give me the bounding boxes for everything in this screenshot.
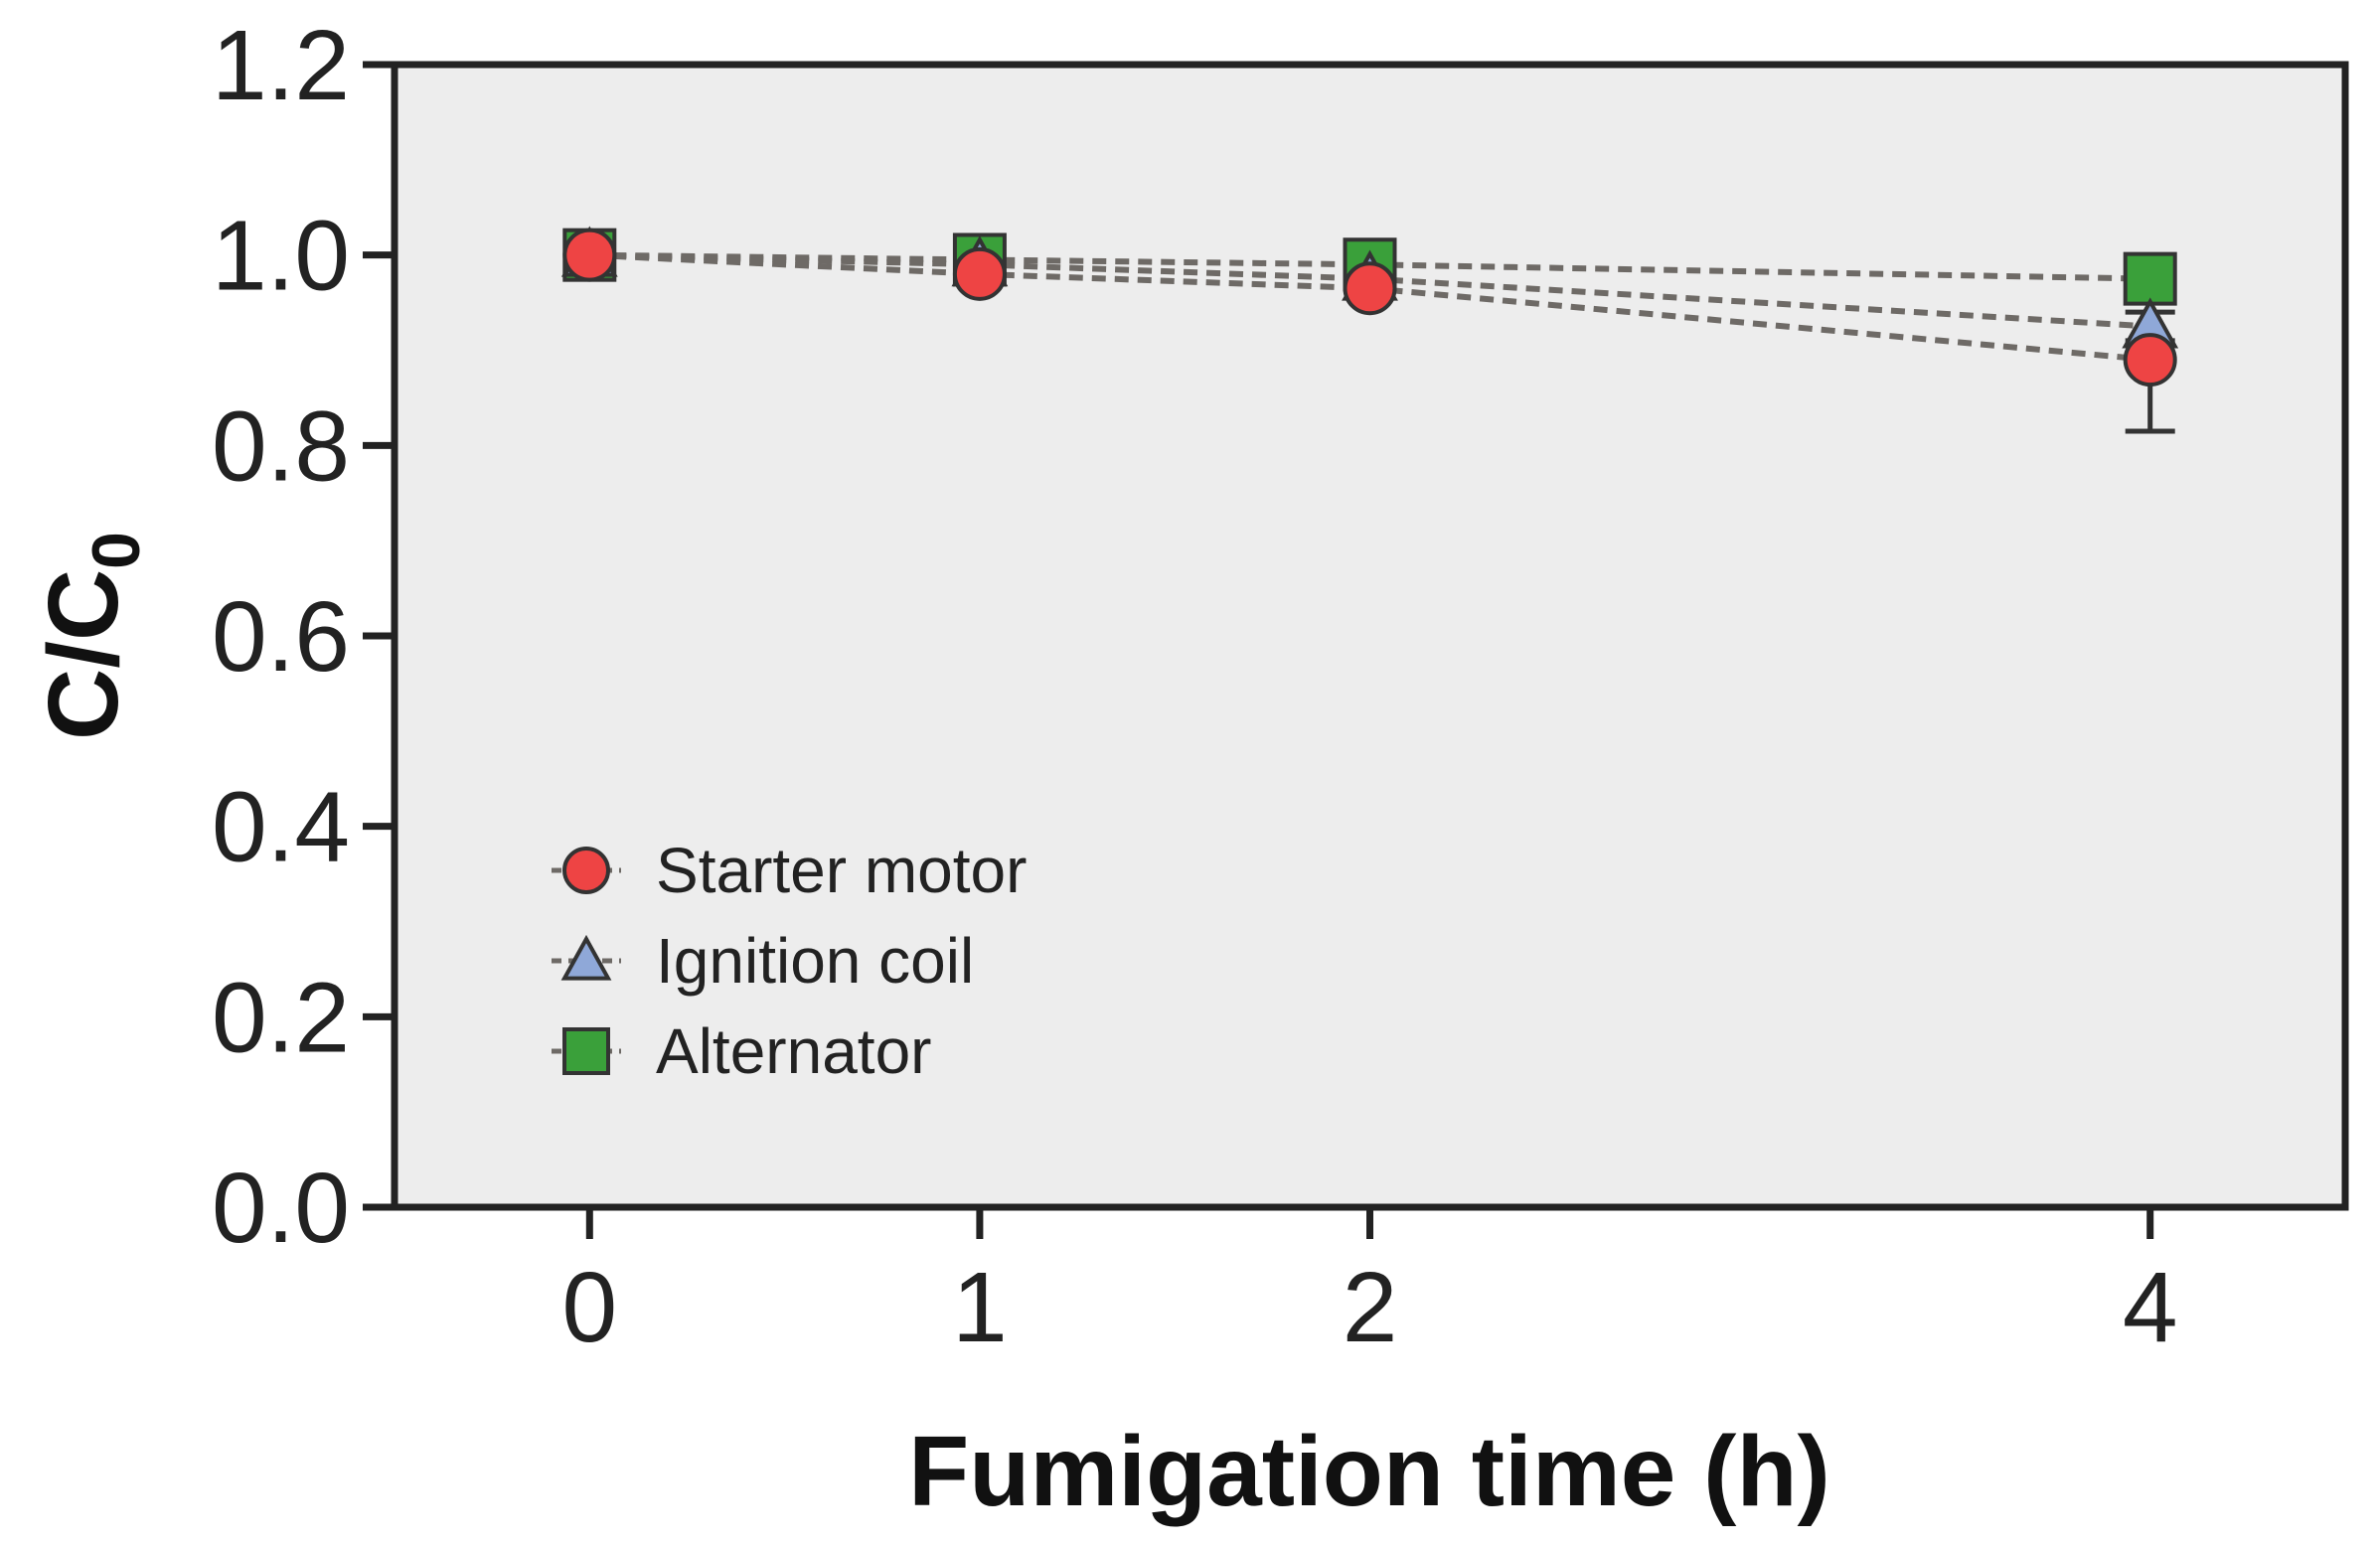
y-axis-title-main: C/C — [28, 569, 139, 740]
x-tick-label: 4 — [2123, 1252, 2178, 1363]
y-tick-label: 0.0 — [212, 1153, 350, 1264]
y-axis-title: C/C0 — [28, 532, 154, 740]
y-tick-label: 1.2 — [212, 10, 350, 121]
legend-marker — [560, 934, 612, 981]
data-point — [562, 228, 617, 282]
data-point — [1343, 261, 1397, 316]
legend: Starter motor Ignition coil Alternator — [552, 835, 1027, 1087]
y-tick-label: 1.0 — [212, 201, 350, 312]
y-tick-label: 0.6 — [212, 581, 350, 693]
legend-marker — [562, 847, 610, 894]
x-tick-label: 0 — [561, 1252, 617, 1363]
legend-label: Ignition coil — [656, 925, 974, 997]
data-point — [2123, 251, 2177, 306]
data-point — [2123, 333, 2177, 387]
legend-label: Alternator — [656, 1015, 931, 1087]
y-axis-title-subscript: 0 — [79, 532, 154, 569]
legend-label: Starter motor — [656, 835, 1027, 906]
y-tick-label: 0.4 — [212, 772, 350, 883]
legend-marker — [562, 1027, 610, 1075]
series-line — [589, 251, 2150, 364]
y-tick-label: 0.8 — [212, 390, 350, 502]
series-line — [589, 251, 2150, 282]
data-point — [952, 246, 1007, 301]
x-tick-label: 2 — [1343, 1252, 1398, 1363]
x-tick-label: 1 — [952, 1252, 1008, 1363]
x-axis-title: Fumigation time (h) — [908, 1416, 1830, 1527]
y-tick-label: 0.2 — [212, 962, 350, 1073]
